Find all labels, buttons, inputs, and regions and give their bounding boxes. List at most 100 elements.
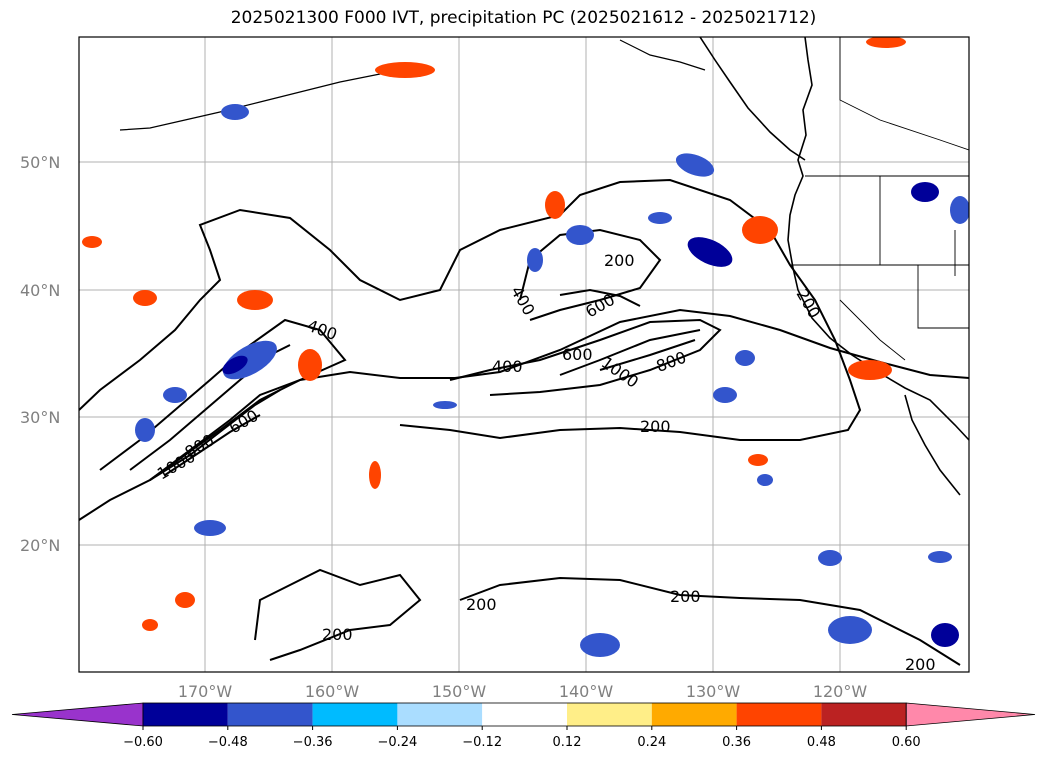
- map-area: [79, 37, 969, 672]
- colorbar: −0.60 −0.48 −0.36 −0.24 −0.12 0.12 0.24 0.36 0.4…: [11, 702, 1036, 750]
- precip-blob: [163, 387, 187, 403]
- precip-blob: [866, 37, 906, 48]
- contour-400-mid: [449, 318, 722, 396]
- colorbar-segment: [567, 703, 652, 726]
- precip-blob: [687, 237, 733, 267]
- lon-label-140w: 140°W: [559, 682, 614, 701]
- colorbar-segment: [482, 703, 567, 726]
- precip-blob: [133, 290, 157, 306]
- colorbar-tick-label: 0.48: [807, 735, 836, 750]
- precip-blob: [298, 349, 322, 381]
- colorbar-segment: [312, 703, 398, 726]
- map-title: 2025021300 F000 IVT, precipitation PC (2…: [230, 8, 817, 28]
- contour-label-200: 200: [670, 587, 701, 606]
- precip-blob: [135, 418, 155, 442]
- precip-blob: [222, 355, 248, 375]
- precip-blob: [82, 236, 102, 248]
- lon-label-170w: 170°W: [178, 682, 233, 701]
- precip-blob: [221, 104, 249, 120]
- lon-label-130w: 130°W: [686, 682, 741, 701]
- contour-800-west: [149, 389, 281, 481]
- lon-label-160w: 160°W: [305, 682, 360, 701]
- contour-200-south-closed-1: [254, 568, 422, 661]
- precip-blob: [735, 350, 755, 366]
- contour-label-200: 200: [466, 595, 497, 614]
- colorbar-frame: [142, 702, 907, 727]
- colorbar-segment: [651, 703, 737, 726]
- aleutian-islands: [119, 69, 421, 131]
- graticule: [79, 37, 969, 672]
- colorbar-segment: [397, 703, 483, 726]
- contour-label-200: 200: [604, 251, 635, 270]
- precip-blob: [369, 461, 381, 489]
- colorbar-tick-label: −0.12: [462, 735, 502, 750]
- precip-blob: [375, 62, 435, 78]
- precip-blob: [950, 196, 969, 224]
- precip-blob: [580, 633, 620, 657]
- precip-blob: [566, 225, 594, 245]
- precip-blob: [545, 191, 565, 219]
- precip-blob: [742, 216, 778, 244]
- ca-nv-border: [839, 299, 906, 361]
- colorbar-segment: [821, 703, 907, 726]
- lat-label-50n: 50°N: [20, 153, 60, 172]
- alaska-canada-border: [839, 37, 969, 151]
- west-coast-na: [787, 37, 969, 441]
- precip-blob: [433, 401, 457, 409]
- precip-blob: [828, 616, 872, 644]
- colorbar-tick-label: 0.60: [892, 735, 921, 750]
- precip-blob: [675, 153, 715, 177]
- colorbar-tick-label: −0.48: [208, 735, 248, 750]
- contour-200-south-2: [459, 576, 961, 666]
- contour-label-400: 400: [492, 357, 523, 376]
- precip-blob: [931, 623, 959, 647]
- contour-label-200: 200: [905, 655, 936, 674]
- colorbar-tick-label: −0.36: [293, 735, 333, 750]
- colorbar-segment: [736, 703, 822, 726]
- coastlines: [119, 37, 969, 496]
- alaska-coast: [619, 39, 706, 71]
- colorbar-extend-min: [11, 702, 144, 727]
- colorbar-tick-label: −0.60: [123, 735, 163, 750]
- canada-coast: [699, 37, 806, 161]
- colorbar-segment: [143, 703, 228, 726]
- precip-blob: [911, 182, 939, 202]
- contour-600-upper: [559, 288, 641, 307]
- state-borders: [790, 176, 969, 329]
- precip-blob: [237, 290, 273, 310]
- colorbar-tick-label: −0.24: [377, 735, 417, 750]
- precip-blob: [142, 619, 158, 631]
- contour-label-600: 600: [562, 345, 593, 364]
- contour-label-200: 200: [322, 625, 353, 644]
- map-frame: [78, 36, 970, 673]
- lon-label-120w: 120°W: [813, 682, 868, 701]
- political-borders: [790, 37, 969, 361]
- precip-blob: [848, 360, 892, 380]
- precip-blob: [757, 474, 773, 486]
- lat-label-30n: 30°N: [20, 408, 60, 427]
- contour-label-200: 200: [640, 417, 671, 436]
- contour-1000-west: [164, 414, 261, 476]
- precip-blob: [818, 550, 842, 566]
- precip-blob: [648, 212, 672, 224]
- colorbar-tick-label: 0.24: [637, 735, 666, 750]
- lat-label-40n: 40°N: [20, 281, 60, 300]
- longitude-labels: 170°W 160°W 150°W 140°W 130°W 120°W: [178, 682, 868, 701]
- contour-200-south: [79, 308, 969, 521]
- colorbar-segment: [227, 703, 313, 726]
- precip-blob: [748, 454, 768, 466]
- precip-blob: [527, 248, 543, 272]
- precip-blob: [175, 592, 195, 608]
- colorbar-extend-max: [905, 702, 1036, 727]
- contour-400-upper: [519, 228, 662, 321]
- precip-blob: [928, 551, 952, 563]
- precip-blob: [713, 387, 737, 403]
- contour-200-north: [79, 178, 862, 441]
- contour-400-west: [99, 318, 347, 481]
- colorbar-tick-label: 0.12: [553, 735, 582, 750]
- colorbar-tick-label: 0.36: [722, 735, 751, 750]
- ivt-contours: [79, 178, 969, 666]
- lat-label-20n: 20°N: [20, 536, 60, 555]
- precip-shading: [82, 37, 969, 657]
